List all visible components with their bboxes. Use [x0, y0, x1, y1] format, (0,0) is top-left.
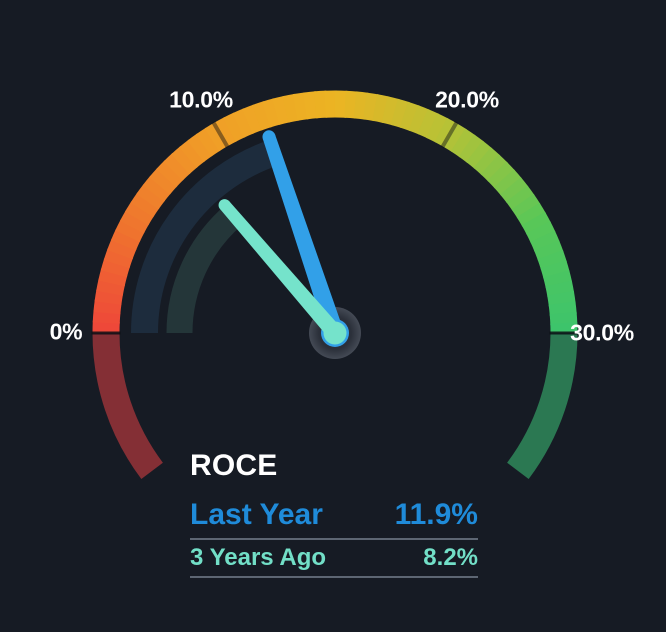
legend-value-last-year: 11.9% [394, 498, 478, 531]
legend-row-last-year: Last Year 11.9% [190, 500, 478, 540]
legend: ROCE Last Year 11.9% 3 Years Ago 8.2% [190, 451, 478, 578]
legend-value-3-years-ago: 8.2% [423, 544, 478, 571]
gauge-tick-label-30: 30.0% [570, 319, 634, 346]
legend-row-3-years-ago: 3 Years Ago 8.2% [190, 540, 478, 578]
gauge-tick-label-20: 20.0% [435, 86, 499, 113]
gauge-tick-label-0: 0% [49, 318, 83, 345]
chart-title: ROCE [190, 449, 278, 482]
legend-label-3-years-ago: 3 Years Ago [190, 544, 327, 571]
legend-label-last-year: Last Year [190, 498, 323, 531]
gauge-tick-label-10: 10.0% [169, 86, 233, 113]
